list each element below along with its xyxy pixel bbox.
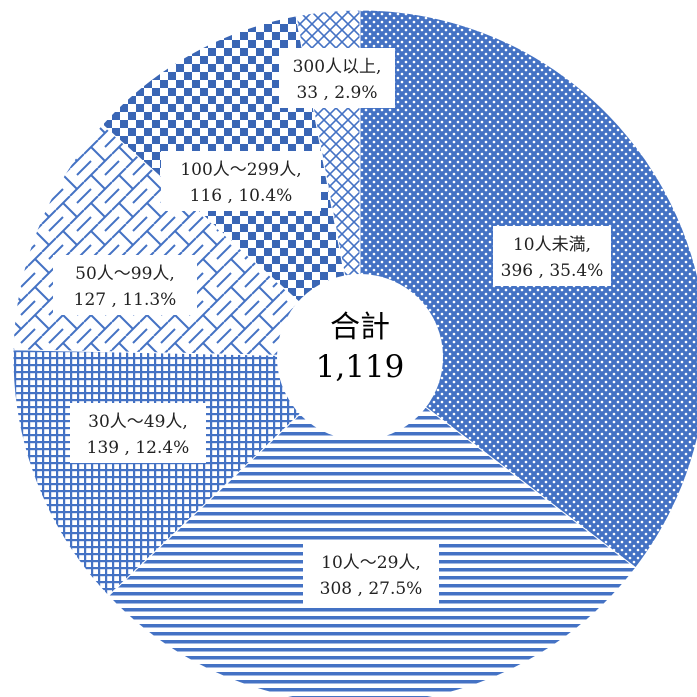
center-label: 合計 (330, 310, 390, 345)
slice-label-value: 127 , 11.3% (74, 290, 177, 310)
center-value: 1,119 (316, 349, 405, 385)
slice-label-category: 10人未満, (513, 235, 591, 255)
slice-label-4: 50人～99人, 127 , 11.3% (53, 255, 197, 315)
center-hole (277, 274, 443, 440)
slice-label-background (279, 48, 395, 108)
pie-center: 合計 1,119 (277, 274, 443, 440)
pie-slice-1 (359, 9, 697, 569)
slice-label-value: 396 , 35.4% (501, 261, 604, 281)
slice-label-background (53, 255, 197, 315)
slice-label-value: 116 , 10.4% (190, 186, 293, 206)
pie-slice-2 (107, 356, 637, 697)
slice-label-6: 300人以上, 33 , 2.9% (279, 48, 395, 108)
slice-label-category: 100人～299人, (180, 160, 301, 180)
slice-label-value: 308 , 27.5% (320, 579, 423, 599)
slice-label-1: 10人未満, 396 , 35.4% (493, 226, 611, 286)
pie-labels: 10人未満, 396 , 35.4% 10人～29人, 308 , 27.5% 30人～… (53, 48, 611, 604)
slice-label-5: 100人～299人, 116 , 10.4% (161, 151, 321, 211)
slice-label-value: 33 , 2.9% (296, 83, 377, 103)
slice-label-background (161, 151, 321, 211)
slice-label-category: 10人～29人, (321, 553, 421, 573)
slice-label-3: 30人～49人, 139 , 12.4% (70, 403, 206, 463)
slice-label-category: 300人以上, (293, 57, 382, 77)
slice-label-2: 10人～29人, 308 , 27.5% (303, 544, 439, 604)
slice-label-background (303, 544, 439, 604)
slice-label-background (493, 226, 611, 286)
slice-label-background (70, 403, 206, 463)
slice-label-category: 30人～49人, (88, 412, 188, 432)
slice-label-value: 139 , 12.4% (87, 438, 190, 458)
slice-label-category: 50人～99人, (75, 264, 175, 284)
